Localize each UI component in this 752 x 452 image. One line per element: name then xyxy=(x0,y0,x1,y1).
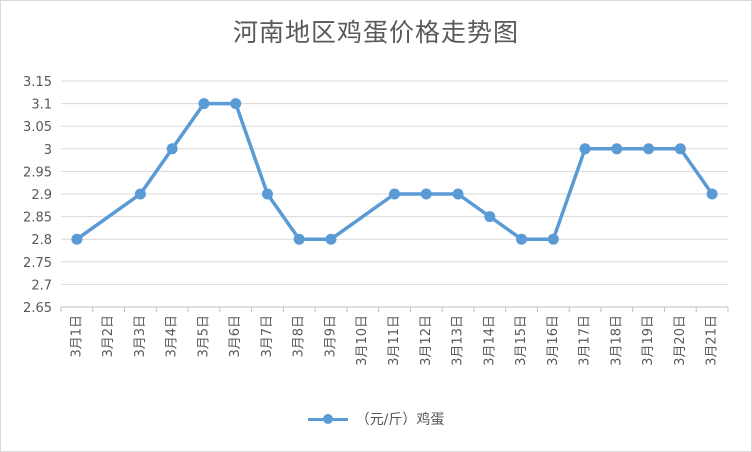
x-tick-label: 3月8日 xyxy=(292,315,307,358)
x-tick-label: 3月5日 xyxy=(196,315,211,358)
x-tick-label: 3月3日 xyxy=(133,315,148,358)
x-tick-label: 3月9日 xyxy=(323,315,338,358)
y-tick-label: 2.75 xyxy=(23,256,52,271)
data-point xyxy=(547,233,559,245)
data-point xyxy=(579,143,591,155)
data-point xyxy=(134,188,146,200)
x-tick-label: 3月7日 xyxy=(260,315,275,358)
y-tick-label: 3.05 xyxy=(23,120,52,135)
data-point xyxy=(230,98,242,110)
data-point xyxy=(674,143,686,155)
data-point xyxy=(389,188,400,200)
y-tick-label: 2.7 xyxy=(31,278,52,293)
y-tick-label: 2.85 xyxy=(23,211,52,226)
data-point xyxy=(420,188,432,200)
data-point xyxy=(293,233,305,245)
x-tick-label: 3月20日 xyxy=(673,315,688,366)
x-tick-label: 3月11日 xyxy=(387,315,402,366)
x-tick-label: 3月19日 xyxy=(641,315,656,366)
y-tick-label: 3.15 xyxy=(23,75,52,90)
data-point xyxy=(611,143,623,155)
y-tick-label: 2.95 xyxy=(23,165,52,180)
y-tick-label: 3 xyxy=(44,143,52,158)
y-tick-label: 2.65 xyxy=(23,301,52,316)
x-tick-label: 3月6日 xyxy=(228,315,243,358)
x-tick-label: 3月4日 xyxy=(165,315,180,358)
chart-title: 河南地区鸡蛋价格走势图 xyxy=(232,18,519,47)
x-tick-label: 3月1日 xyxy=(69,315,84,358)
data-point xyxy=(198,98,210,110)
x-tick-label: 3月21日 xyxy=(705,315,720,366)
data-point xyxy=(325,233,337,245)
x-tick-label: 3月2日 xyxy=(101,315,116,358)
x-tick-label: 3月12日 xyxy=(419,315,434,366)
x-tick-label: 3月15日 xyxy=(514,315,529,366)
data-point xyxy=(166,143,178,155)
legend-marker xyxy=(307,412,348,426)
data-point xyxy=(484,211,496,223)
x-tick-label: 3月16日 xyxy=(546,315,561,366)
y-tick-label: 3.1 xyxy=(31,98,52,113)
data-point xyxy=(706,188,718,200)
data-point xyxy=(71,233,83,245)
legend: （元/斤）鸡蛋 xyxy=(1,409,751,429)
legend-label: （元/斤）鸡蛋 xyxy=(355,412,445,428)
data-point xyxy=(452,188,464,200)
y-tick-label: 2.8 xyxy=(31,233,52,248)
x-tick-label: 3月10日 xyxy=(355,315,370,366)
y-tick-label: 2.9 xyxy=(31,188,52,203)
x-tick-label: 3月13日 xyxy=(451,315,466,366)
x-tick-label: 3月14日 xyxy=(482,315,497,366)
data-point xyxy=(516,233,528,245)
data-point xyxy=(261,188,273,200)
x-tick-label: 3月17日 xyxy=(578,315,593,366)
data-point xyxy=(643,143,655,155)
x-tick-label: 3月18日 xyxy=(609,315,624,366)
